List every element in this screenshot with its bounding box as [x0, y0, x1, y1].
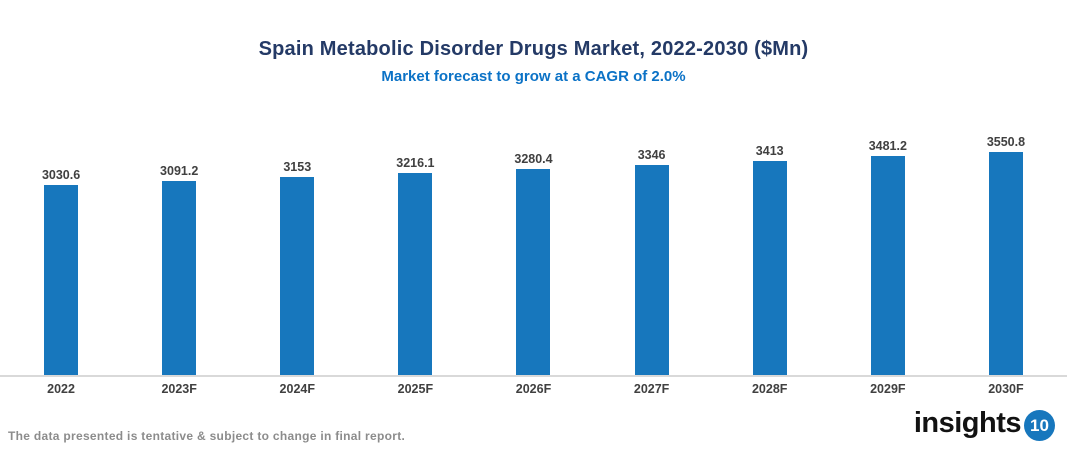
bar-column: 3280.4 — [474, 110, 592, 375]
x-axis-line — [0, 375, 1067, 377]
logo-badge: 10 — [1024, 410, 1055, 441]
x-axis-label: 2022 — [47, 382, 75, 396]
bar — [870, 156, 905, 375]
bar-chart-plot-area: 3030.6 3091.2 3153 3216.1 3280.4 3346 3413 3481… — [2, 110, 1065, 375]
bar-column: 3413 — [711, 110, 829, 375]
bar-value-label: 3346 — [637, 148, 666, 162]
logo-text: insights — [913, 407, 1022, 439]
bar — [634, 165, 669, 375]
x-axis-label: 2026F — [515, 382, 552, 396]
bar-column: 3030.6 — [2, 110, 120, 375]
x-axis-label: 2027F — [633, 382, 670, 396]
bar-value-label: 3481.2 — [868, 139, 907, 153]
x-axis-labels: 2022 2023F 2024F 2025F 2026F 2027F 2028F 2029F 2… — [2, 382, 1065, 396]
bar-value-label: 3413 — [755, 144, 784, 158]
x-axis-label: 2023F — [161, 382, 197, 396]
x-axis-label: 2024F — [279, 382, 315, 396]
bar — [516, 169, 551, 375]
bar-column: 3153 — [238, 110, 356, 375]
x-axis-label: 2025F — [397, 382, 434, 396]
bar-value-label: 3280.4 — [514, 152, 553, 166]
bar — [162, 181, 197, 375]
footer-disclaimer: The data presented is tentative & subjec… — [8, 429, 406, 443]
bar-column: 3346 — [593, 110, 711, 375]
bar-column: 3091.2 — [120, 110, 238, 375]
bar-value-label: 3550.8 — [986, 135, 1026, 149]
bar-column: 3216.1 — [356, 110, 474, 375]
bar — [988, 152, 1023, 375]
bar — [398, 173, 433, 375]
bar — [752, 161, 787, 375]
insights10-logo: insights 10 — [914, 406, 1055, 441]
bar-column: 3550.8 — [947, 110, 1065, 375]
bar — [280, 177, 315, 375]
x-axis-label: 2030F — [988, 382, 1024, 396]
bar-value-label: 3030.6 — [41, 168, 81, 182]
bar-value-label: 3091.2 — [160, 164, 199, 178]
bar — [44, 185, 79, 375]
chart-subtitle: Market forecast to grow at a CAGR of 2.0… — [381, 68, 686, 85]
chart-title: Spain Metabolic Disorder Drugs Market, 2… — [258, 38, 809, 60]
bar-value-label: 3216.1 — [396, 156, 435, 170]
x-axis-label: 2028F — [751, 382, 788, 396]
bar-value-label: 3153 — [283, 160, 312, 174]
bar-column: 3481.2 — [829, 110, 947, 375]
x-axis-label: 2029F — [870, 382, 906, 396]
